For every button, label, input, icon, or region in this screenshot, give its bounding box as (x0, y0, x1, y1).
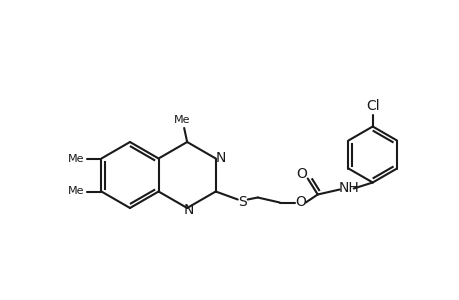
Text: N: N (184, 203, 194, 217)
Text: Me: Me (68, 187, 84, 196)
Text: NH: NH (338, 182, 358, 196)
Text: N: N (215, 151, 225, 164)
Text: Me: Me (174, 115, 190, 125)
Text: O: O (295, 196, 306, 209)
Text: O: O (296, 167, 307, 181)
Text: Me: Me (68, 154, 84, 164)
Text: S: S (238, 194, 246, 208)
Text: Cl: Cl (365, 100, 379, 113)
